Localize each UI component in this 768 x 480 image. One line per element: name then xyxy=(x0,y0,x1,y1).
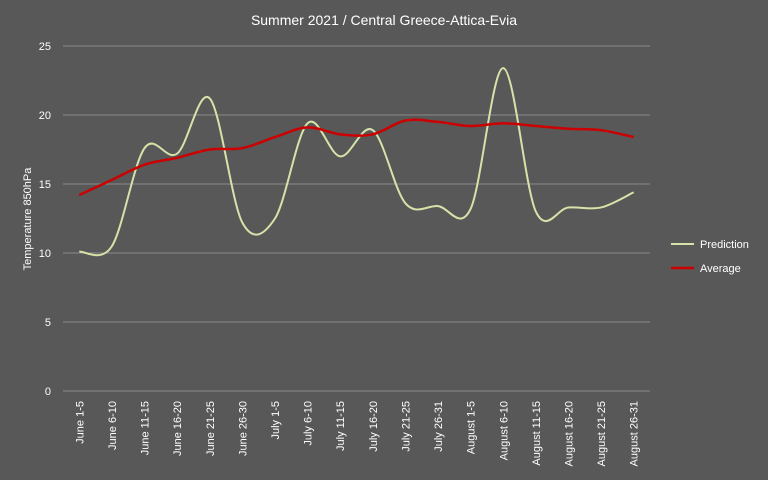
x-tick-label: June 11-15 xyxy=(140,401,152,455)
x-tick-label: August 6-10 xyxy=(498,401,510,460)
y-axis-label: Temperature 850hPa xyxy=(22,167,34,271)
y-tick-label: 0 xyxy=(45,386,51,398)
series-line-average xyxy=(78,118,634,197)
x-tick-label: July 26-31 xyxy=(433,401,445,452)
y-tick-label: 25 xyxy=(39,41,51,53)
x-tick-label: July 21-25 xyxy=(400,401,412,452)
series-lines xyxy=(78,67,635,257)
x-tick-label: August 1-5 xyxy=(466,401,478,454)
y-tick-label: 20 xyxy=(39,110,51,122)
x-tick-label: June 6-10 xyxy=(107,401,119,450)
grid-lines xyxy=(63,45,650,392)
y-axis-ticks: 0 5 10 15 20 25 xyxy=(39,41,51,398)
y-tick-label: 10 xyxy=(39,248,51,260)
legend: Prediction Average xyxy=(671,239,749,275)
x-tick-label: June 21-25 xyxy=(205,401,217,456)
x-tick-label: July 16-20 xyxy=(368,401,380,452)
legend-label-average: Average xyxy=(700,263,741,275)
legend-label-prediction: Prediction xyxy=(700,239,749,251)
x-tick-label: June 26-30 xyxy=(237,401,249,456)
x-tick-label: August 16-20 xyxy=(563,401,575,466)
x-axis-ticks: June 1-5 June 6-10 June 11-15 June 16-20 Jun… xyxy=(74,401,640,466)
x-tick-label: August 26-31 xyxy=(629,401,641,466)
y-tick-label: 5 xyxy=(45,317,51,329)
x-tick-label: July 11-15 xyxy=(335,401,347,451)
chart-title: Summer 2021 / Central Greece-Attica-Evia xyxy=(251,12,517,28)
x-tick-label: August 11-15 xyxy=(531,401,543,466)
y-tick-label: 15 xyxy=(39,179,51,191)
x-tick-label: June 16-20 xyxy=(172,401,184,456)
x-tick-label: August 21-25 xyxy=(596,401,608,466)
x-tick-label: July 6-10 xyxy=(303,401,315,446)
x-tick-label: June 1-5 xyxy=(74,401,86,444)
x-tick-label: July 1-5 xyxy=(270,401,282,440)
series-line-prediction xyxy=(79,67,635,257)
